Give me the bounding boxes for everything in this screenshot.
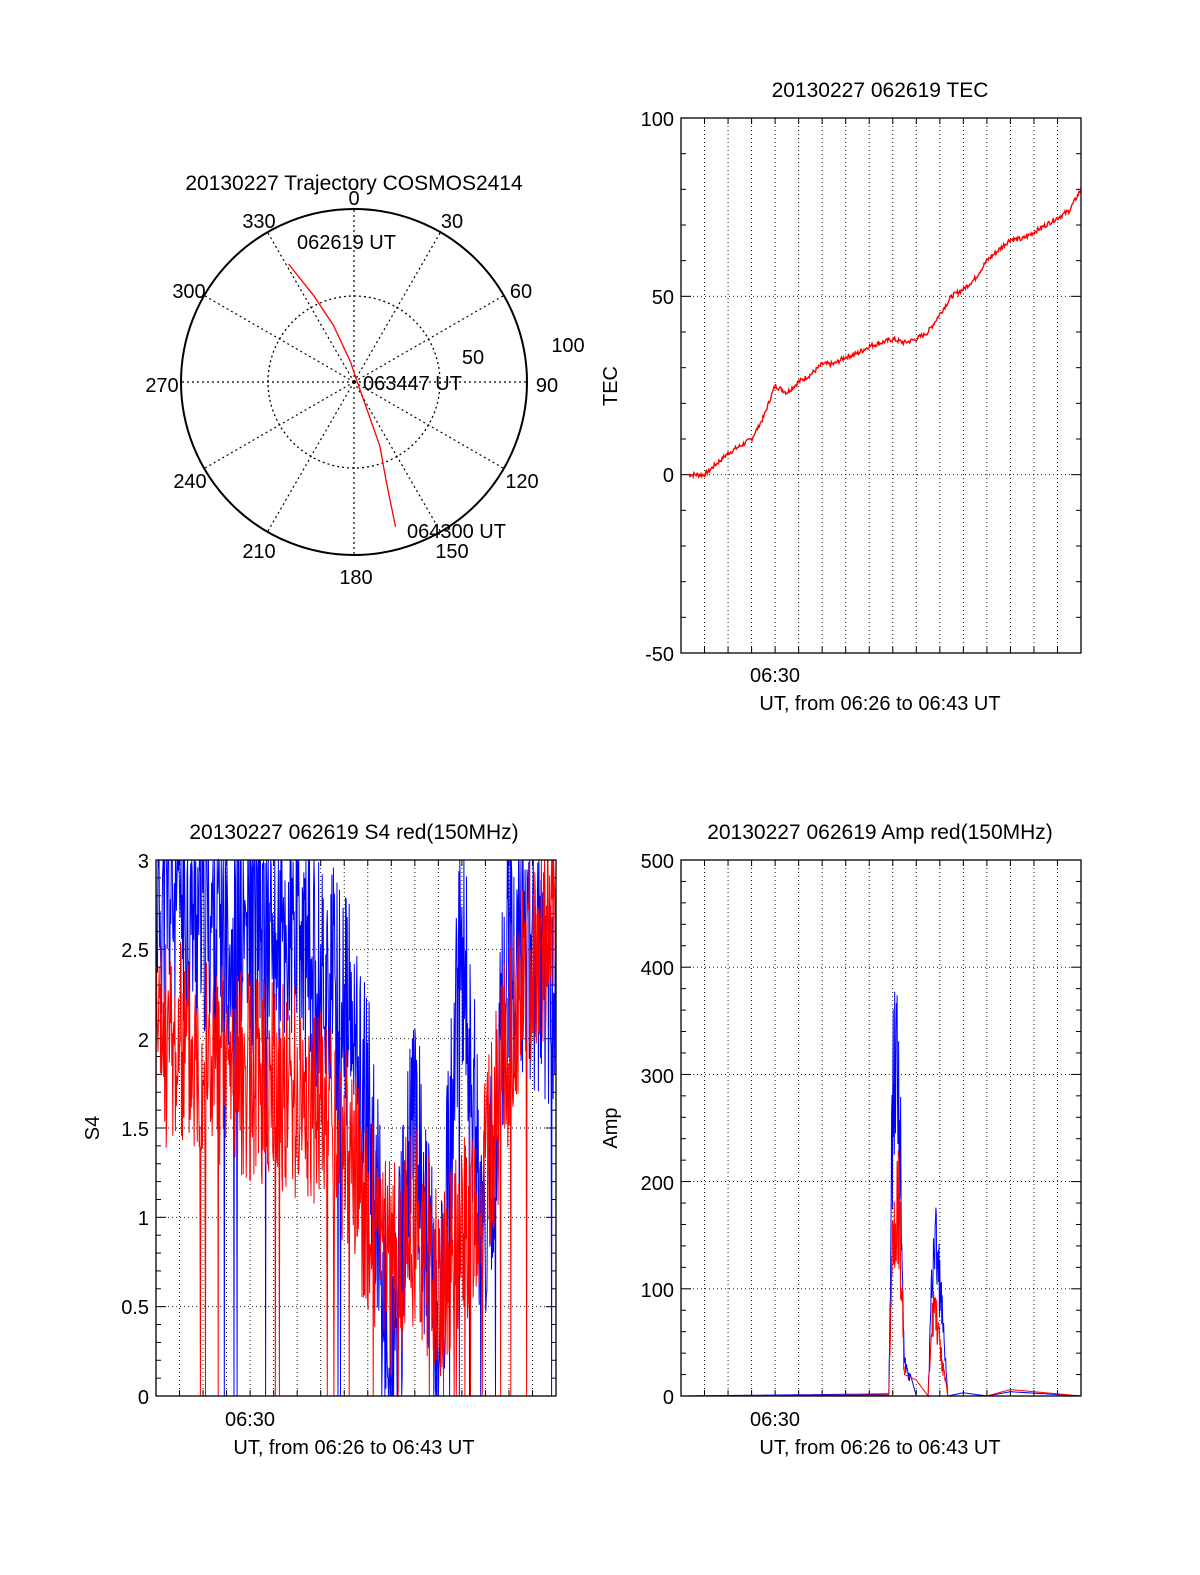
polar-title: 20130227 Trajectory COSMOS2414 — [185, 172, 523, 195]
s4-y-tick-0-5: 0.5 — [121, 1297, 149, 1319]
radius-label-100: 100 — [551, 335, 584, 357]
amp-plot: 20130227 062619 Amp red(150MHz) 500 400 … — [600, 821, 1082, 1459]
tec-y-tick-labels: 100 50 0 -50 — [641, 109, 674, 666]
tec-x-axis-label: UT, from 06:26 to 06:43 UT — [759, 693, 1000, 715]
s4-y-tick-1-5: 1.5 — [121, 1119, 149, 1141]
polar-spoke-210 — [266, 381, 355, 533]
amp-y-tick-200: 200 — [641, 1173, 674, 1195]
tec-y-tick-minus50: -50 — [645, 644, 674, 666]
s4-frame — [155, 859, 557, 1397]
s4-red-series — [155, 859, 557, 1397]
az-label-0: 0 — [348, 188, 359, 210]
amp-title: 20130227 062619 Amp red(150MHz) — [707, 821, 1053, 844]
s4-y-tick-0: 0 — [138, 1387, 149, 1409]
amp-frame — [680, 859, 1082, 1397]
polar-spokes — [181, 209, 527, 555]
polar-spoke-300 — [203, 294, 355, 383]
amp-grid — [680, 859, 1082, 1397]
tec-title: 20130227 062619 TEC — [772, 79, 989, 102]
az-label-30: 30 — [441, 211, 463, 233]
polar-spoke-60 — [353, 294, 505, 383]
amp-blue-series — [681, 991, 1081, 1397]
polar-spoke-30 — [353, 231, 442, 383]
az-label-120: 120 — [505, 471, 538, 493]
s4-plot: 20130227 062619 S4 red(150MHz) 3 2.5 2 1… — [82, 821, 557, 1459]
tec-frame — [680, 117, 1082, 654]
s4-y-tick-1: 1 — [138, 1208, 149, 1230]
polar-plot: 20130227 Trajectory COSMOS2414 0 30 60 9… — [145, 172, 584, 589]
tec-plot: 20130227 062619 TEC 100 50 0 -50 06:30 U… — [600, 79, 1082, 715]
polar-azimuth-labels: 0 30 60 90 120 150 180 210 240 270 300 3… — [145, 188, 558, 589]
polar-spoke-150 — [353, 381, 442, 533]
tec-y-tick-0: 0 — [663, 465, 674, 487]
tec-y-tick-50: 50 — [652, 287, 674, 309]
amp-y-tick-0: 0 — [663, 1387, 674, 1409]
tec-grid — [680, 117, 1082, 654]
s4-y-tick-2: 2 — [138, 1030, 149, 1052]
amp-y-tick-500: 500 — [641, 851, 674, 873]
az-label-60: 60 — [510, 281, 532, 303]
amp-x-axis-label: UT, from 06:26 to 06:43 UT — [759, 1437, 1000, 1459]
amp-y-tick-labels: 500 400 300 200 100 0 — [641, 851, 674, 1409]
amp-y-tick-100: 100 — [641, 1280, 674, 1302]
az-label-270: 270 — [145, 375, 178, 397]
az-label-90: 90 — [536, 375, 558, 397]
amp-red-series — [681, 1150, 1081, 1398]
amp-y-axis-label: Amp — [600, 1107, 622, 1148]
satellite-trajectory — [288, 263, 397, 527]
trajectory-mid-label: 063447 UT — [363, 373, 462, 395]
s4-x-tick-0630: 06:30 — [225, 1409, 275, 1431]
trajectory-start-label: 062619 UT — [297, 232, 396, 254]
polar-spoke-120 — [353, 381, 505, 470]
amp-y-tick-300: 300 — [641, 1066, 674, 1088]
trajectory-end-label: 064300 UT — [407, 521, 506, 543]
s4-y-axis-label: S4 — [82, 1116, 104, 1140]
az-label-330: 330 — [242, 211, 275, 233]
s4-y-tick-labels: 3 2.5 2 1.5 1 0.5 0 — [121, 851, 149, 1409]
tec-x-tick-0630: 06:30 — [750, 665, 800, 687]
tec-series-line — [688, 189, 1082, 480]
polar-outer-circle — [180, 208, 528, 556]
az-label-150: 150 — [435, 541, 468, 563]
polar-spoke-330 — [266, 231, 355, 383]
s4-x-axis-label: UT, from 06:26 to 06:43 UT — [233, 1437, 474, 1459]
s4-y-tick-3: 3 — [138, 851, 149, 873]
amp-y-tick-400: 400 — [641, 958, 674, 980]
tec-y-tick-100: 100 — [641, 109, 674, 131]
az-label-210: 210 — [242, 541, 275, 563]
az-label-240: 240 — [173, 471, 206, 493]
az-label-180: 180 — [339, 567, 372, 589]
radius-label-50: 50 — [462, 347, 484, 369]
polar-spoke-240 — [203, 381, 355, 470]
amp-x-tick-0630: 06:30 — [750, 1409, 800, 1431]
s4-y-tick-2-5: 2.5 — [121, 940, 149, 962]
az-label-300: 300 — [172, 281, 205, 303]
tec-y-axis-label: TEC — [600, 366, 622, 406]
s4-title: 20130227 062619 S4 red(150MHz) — [189, 821, 518, 844]
